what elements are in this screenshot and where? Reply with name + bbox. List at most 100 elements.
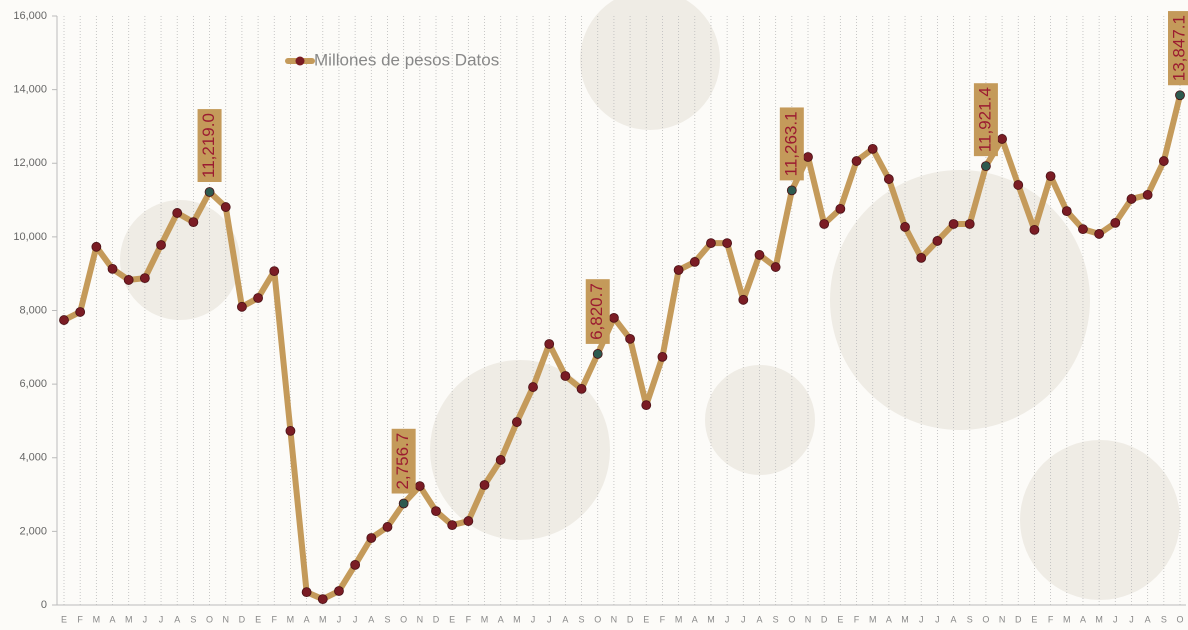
point bbox=[754, 250, 765, 260]
point bbox=[673, 265, 684, 275]
x-tick-label: J bbox=[935, 614, 940, 624]
point bbox=[317, 594, 328, 605]
data-label-group: 2,756.7 bbox=[391, 428, 416, 494]
point bbox=[770, 262, 781, 272]
x-tick-label: M bbox=[1095, 614, 1103, 624]
x-tick-label: D bbox=[627, 614, 634, 624]
x-tick-label: O bbox=[1176, 614, 1183, 624]
point bbox=[431, 506, 441, 517]
point bbox=[916, 252, 927, 263]
point bbox=[819, 219, 830, 229]
point bbox=[495, 455, 506, 465]
point bbox=[883, 174, 894, 184]
x-tick-label: N bbox=[611, 614, 618, 624]
point bbox=[188, 217, 199, 228]
point bbox=[851, 156, 862, 166]
point bbox=[835, 203, 846, 214]
x-tick-label: E bbox=[61, 614, 67, 624]
x-tick-label: O bbox=[788, 614, 795, 624]
y-tick-label: 6,000 bbox=[19, 378, 47, 390]
data-label: 13,847.1 bbox=[1169, 15, 1188, 81]
x-tick-label: O bbox=[594, 614, 601, 624]
x-tick-label: A bbox=[498, 614, 504, 624]
x-tick-label: F bbox=[1048, 614, 1054, 624]
x-tick-label: S bbox=[579, 614, 585, 624]
point bbox=[285, 425, 296, 436]
x-tick-label: J bbox=[919, 614, 924, 624]
point bbox=[1029, 224, 1040, 235]
point bbox=[479, 480, 490, 490]
point bbox=[334, 586, 344, 596]
point bbox=[932, 236, 943, 246]
x-tick-label: N bbox=[805, 614, 812, 624]
data-label: 11,921.4 bbox=[975, 87, 994, 152]
point bbox=[511, 417, 522, 427]
y-tick-label: 14,000 bbox=[13, 84, 47, 96]
data-label-group: 6,820.7 bbox=[585, 279, 610, 344]
point bbox=[689, 257, 700, 267]
x-tick-label: A bbox=[110, 614, 116, 624]
y-tick-label: 10,000 bbox=[13, 231, 47, 243]
x-tick-label: M bbox=[901, 614, 909, 624]
point bbox=[350, 559, 361, 570]
x-tick-label: M bbox=[1063, 614, 1071, 624]
x-tick-label: S bbox=[384, 614, 390, 624]
point bbox=[1175, 90, 1185, 101]
point bbox=[706, 238, 716, 249]
point bbox=[1126, 194, 1137, 204]
x-tick-label: M bbox=[869, 614, 877, 624]
x-tick-label: A bbox=[951, 614, 957, 624]
x-tick-label: O bbox=[982, 614, 989, 624]
x-tick-label: A bbox=[562, 614, 568, 624]
point bbox=[1078, 224, 1088, 235]
legend-marker bbox=[295, 56, 305, 66]
x-tick-label: J bbox=[353, 614, 358, 624]
x-tick-label: M bbox=[319, 614, 327, 624]
x-tick-label: O bbox=[206, 614, 213, 624]
point bbox=[447, 520, 458, 531]
x-tick-label: A bbox=[368, 614, 374, 624]
point bbox=[948, 219, 959, 229]
point bbox=[560, 371, 571, 381]
point bbox=[1094, 229, 1105, 239]
point bbox=[75, 307, 86, 317]
data-label: 11,263.1 bbox=[781, 111, 800, 176]
background-decoration bbox=[120, 0, 1180, 600]
x-tick-label: A bbox=[756, 614, 762, 624]
data-label-group: 11,921.4 bbox=[973, 83, 998, 157]
x-tick-label: N bbox=[222, 614, 229, 624]
x-tick-label: D bbox=[821, 614, 828, 624]
point bbox=[1013, 180, 1024, 190]
point bbox=[609, 312, 619, 323]
point bbox=[528, 382, 538, 392]
point bbox=[1110, 217, 1121, 228]
point bbox=[269, 266, 280, 277]
point bbox=[997, 134, 1007, 144]
x-tick-label: J bbox=[159, 614, 164, 624]
y-tick-label: 2,000 bbox=[19, 525, 47, 537]
y-tick-label: 8,000 bbox=[19, 304, 47, 316]
x-tick-label: M bbox=[675, 614, 683, 624]
point bbox=[786, 185, 797, 196]
x-tick-label: J bbox=[547, 614, 552, 624]
x-tick-label: A bbox=[174, 614, 180, 624]
y-tick-label: 16,000 bbox=[13, 10, 47, 22]
x-tick-label: D bbox=[433, 614, 440, 624]
point bbox=[1158, 156, 1169, 166]
x-tick-label: A bbox=[692, 614, 698, 624]
x-tick-label: E bbox=[1031, 614, 1037, 624]
point bbox=[576, 384, 587, 394]
point bbox=[156, 240, 166, 250]
x-tick-label: F bbox=[660, 614, 666, 624]
x-tick-label: N bbox=[417, 614, 424, 624]
x-tick-label: J bbox=[531, 614, 536, 624]
point bbox=[220, 202, 231, 212]
x-tick-label: A bbox=[886, 614, 892, 624]
data-label-group: 11,263.1 bbox=[779, 107, 804, 181]
point bbox=[414, 481, 425, 491]
data-label-box bbox=[391, 428, 416, 494]
data-label-group: 11,219.0 bbox=[197, 109, 222, 183]
x-tick-label: J bbox=[143, 614, 148, 624]
x-tick-label: E bbox=[255, 614, 261, 624]
point bbox=[1061, 206, 1072, 217]
